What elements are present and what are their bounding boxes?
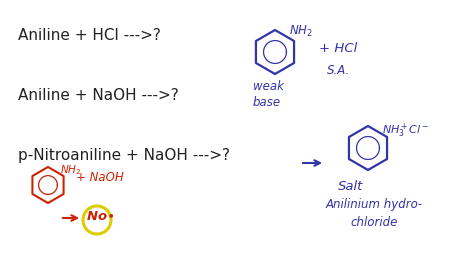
Text: S.A.: S.A. [327,64,350,77]
Text: chloride: chloride [350,216,397,229]
Text: weak
base: weak base [253,80,284,109]
Text: Salt: Salt [338,180,364,193]
Text: p-Nitroaniline + NaOH --->?: p-Nitroaniline + NaOH --->? [18,148,230,163]
Text: + HCl: + HCl [319,42,357,55]
Text: NH$_2$: NH$_2$ [289,24,313,39]
Text: NH$_2$: NH$_2$ [60,163,82,177]
Text: No$\bullet$: No$\bullet$ [86,210,114,223]
Text: Aniline + HCl --->?: Aniline + HCl --->? [18,28,161,43]
Text: Aniline + NaOH --->?: Aniline + NaOH --->? [18,88,179,103]
Text: NH$_3^+$Cl$^-$: NH$_3^+$Cl$^-$ [382,122,429,140]
Text: Anilinium hydro-: Anilinium hydro- [326,198,423,211]
Text: + NaOH: + NaOH [76,171,124,184]
